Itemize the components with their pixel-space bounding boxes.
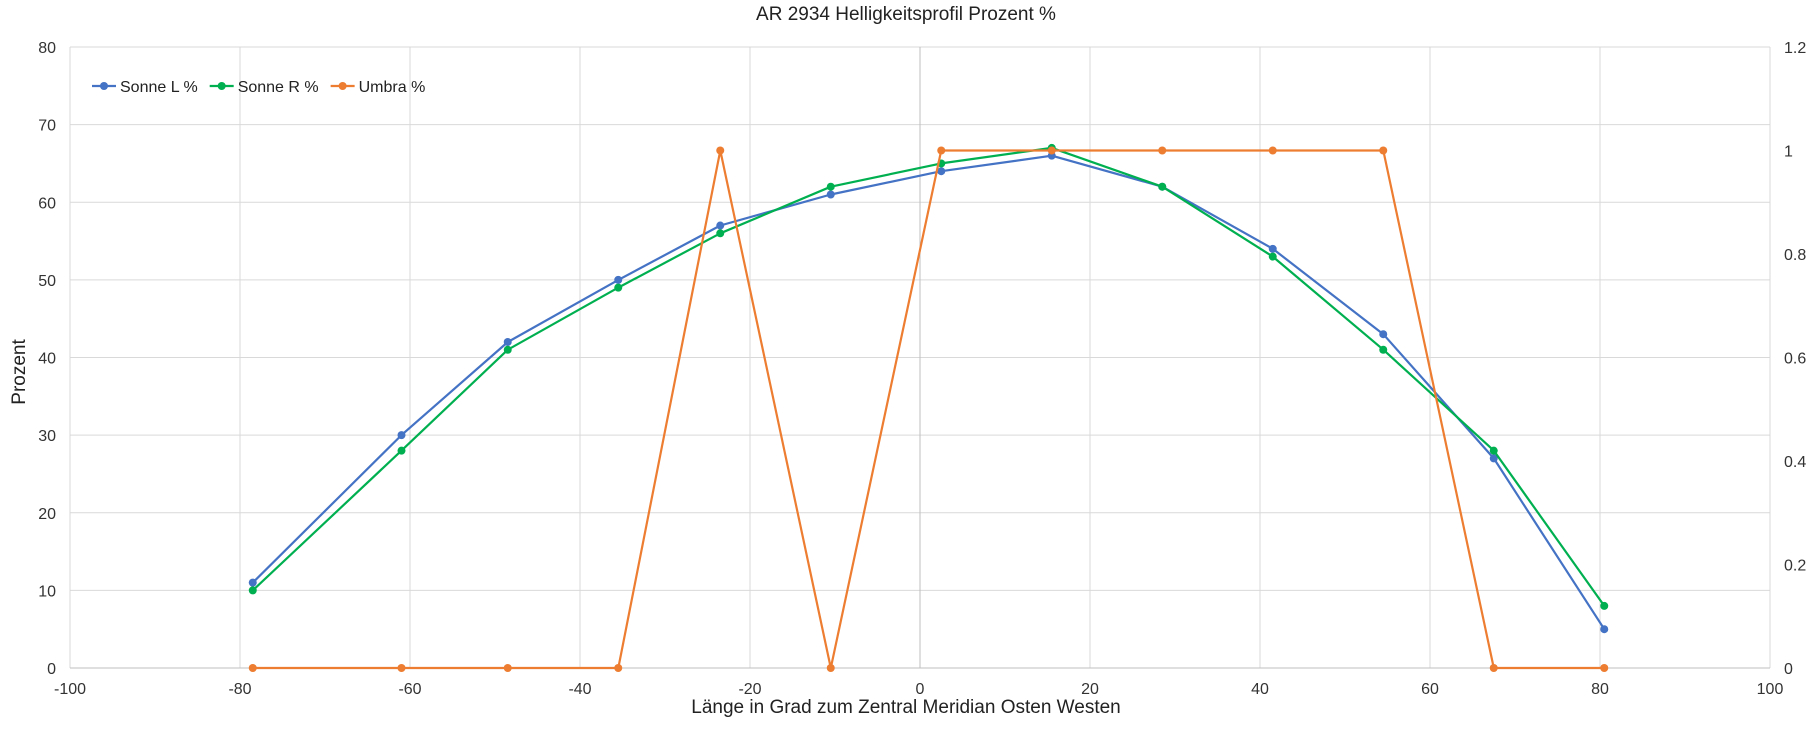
y-tick-label: 0: [47, 661, 56, 678]
data-point: [503, 345, 512, 354]
data-point: [1600, 664, 1609, 672]
data-point: [1489, 454, 1498, 463]
y-tick-label: 70: [38, 118, 56, 135]
data-point: [1379, 345, 1388, 354]
data-point: [716, 229, 725, 238]
data-point: [826, 182, 835, 191]
y2-tick-label: 0.4: [1784, 454, 1806, 471]
y-tick-label: 20: [38, 506, 56, 523]
data-point: [248, 586, 257, 595]
x-tick-label: -100: [54, 681, 86, 698]
chart-title: AR 2934 Helligkeitsprofil Prozent %: [756, 4, 1056, 25]
data-point: [826, 190, 835, 199]
data-point: [397, 431, 406, 440]
x-tick-label: 60: [1421, 681, 1439, 698]
y2-tick-label: 0.2: [1784, 558, 1806, 575]
data-point: [716, 221, 725, 230]
data-point: [716, 146, 725, 155]
x-tick-label: -60: [398, 681, 421, 698]
data-point: [1268, 252, 1277, 261]
data-point: [1268, 244, 1277, 253]
legend: Sonne L % Sonne R % Umbra %: [92, 79, 425, 96]
y2-tick-label: 0.8: [1784, 247, 1806, 264]
data-point: [1047, 146, 1056, 155]
data-point: [937, 167, 946, 176]
data-point: [1379, 330, 1388, 339]
data-point: [248, 578, 257, 587]
x-tick-label: 0: [916, 681, 925, 698]
series-line: [252, 146, 1606, 607]
y2-tick-label: 1.2: [1784, 40, 1806, 57]
y-tick-label: 40: [38, 351, 56, 368]
legend-label: Sonne R %: [238, 79, 319, 96]
legend-marker: [100, 82, 108, 90]
data-point: [614, 664, 623, 672]
y2-tick-label: 0: [1784, 661, 1793, 678]
x-axis-title: Länge in Grad zum Zentral Meridian Osten…: [691, 697, 1120, 718]
data-point: [1600, 625, 1609, 634]
x-tick-label: 40: [1251, 681, 1269, 698]
legend-marker: [338, 82, 347, 90]
y2-tick-label: 0.6: [1784, 351, 1806, 368]
x-tick-label: -80: [228, 681, 251, 698]
x-tick-label: -40: [568, 681, 591, 698]
data-point: [397, 446, 406, 455]
series-line: [252, 154, 1606, 630]
data-point: [1489, 664, 1498, 672]
data-point: [248, 664, 257, 672]
y2-tick-label: 1: [1784, 144, 1793, 161]
data-point: [1600, 601, 1609, 610]
data-point: [614, 283, 623, 292]
y-tick-label: 60: [38, 195, 56, 212]
data-point: [1158, 146, 1167, 155]
data-point: [937, 146, 946, 155]
legend-marker: [217, 82, 226, 90]
y-tick-label: 10: [38, 583, 56, 600]
data-point: [1268, 146, 1277, 155]
x-tick-label: 80: [1591, 681, 1609, 698]
data-point: [397, 664, 406, 672]
y-axis-title: Prozent: [9, 339, 30, 405]
x-tick-label: -20: [738, 681, 761, 698]
data-point: [1158, 182, 1167, 191]
y-tick-label: 50: [38, 273, 56, 290]
y-tick-label: 80: [38, 40, 56, 57]
y-tick-label: 30: [38, 428, 56, 445]
series-layer: [248, 143, 1609, 672]
data-point: [503, 664, 512, 672]
legend-label: Sonne L %: [120, 79, 198, 96]
data-point: [1379, 146, 1388, 155]
data-point: [614, 275, 623, 284]
x-tick-label: 100: [1757, 681, 1784, 698]
data-point: [826, 664, 835, 672]
data-point: [1489, 446, 1498, 455]
grid-layer: [69, 46, 1771, 668]
data-point: [503, 337, 512, 346]
x-tick-label: 20: [1081, 681, 1099, 698]
legend-label: Umbra %: [359, 79, 426, 96]
